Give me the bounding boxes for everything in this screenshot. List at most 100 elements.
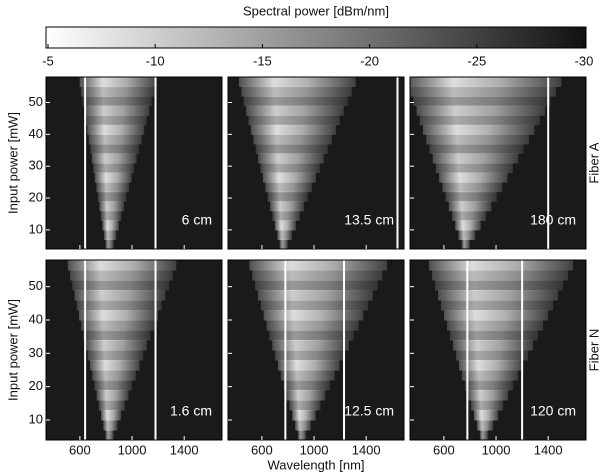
spectrum-band [283, 380, 330, 391]
spectrum-band [249, 260, 388, 271]
spectrum-band [448, 201, 492, 212]
spectrum-band [275, 350, 345, 361]
x-tick-label: 600 [69, 442, 91, 457]
spectrum-band [277, 360, 340, 371]
spectrum-band [295, 420, 311, 431]
spectrum-band [289, 400, 321, 411]
x-tick-label: 1400 [352, 442, 381, 457]
spectrum-band [443, 310, 549, 321]
panel-frame [409, 76, 587, 250]
panel-frame [45, 259, 223, 441]
spectrum-band [286, 390, 326, 401]
panel: 13.5 cm [227, 76, 405, 250]
spectrum-band [258, 153, 324, 164]
row-label: Fiber A [586, 142, 601, 184]
spectrum-band [452, 340, 534, 351]
y-tick-label: 30 [29, 345, 43, 360]
spectrum-band [76, 300, 162, 311]
panel-frame [45, 76, 223, 250]
spectrum-band [241, 86, 352, 97]
spectrum-band [100, 210, 122, 221]
spectrum-texture [79, 77, 157, 249]
spectrum-band [103, 229, 117, 240]
spectrum-band [269, 330, 354, 341]
spectrum-band [88, 134, 142, 145]
spectrum-band [279, 239, 288, 249]
spectrum-band [250, 124, 336, 135]
spectrum-band [473, 410, 499, 421]
spectrum-band [461, 239, 470, 249]
y-tick-label: 40 [29, 311, 43, 326]
spectrum-band [455, 220, 481, 231]
panel: 180 cm [409, 76, 587, 250]
spectrum-band [470, 400, 504, 411]
spectrum-band [458, 360, 524, 371]
x-axis-label: Wavelength [nm] [267, 457, 364, 472]
y-tick-label: 40 [29, 126, 43, 141]
spectrum-band [79, 77, 157, 88]
spectrum-band [84, 105, 150, 116]
spectrum-band [260, 163, 320, 174]
spectrum-band [90, 143, 140, 154]
spectrum-band [246, 105, 344, 116]
spectrum-texture [410, 77, 562, 249]
spectrum-band [413, 96, 551, 107]
spectrum-band [78, 310, 158, 321]
spectrum-band [260, 300, 369, 311]
spectrum-band [72, 280, 170, 291]
x-tick-label: 1000 [300, 442, 329, 457]
spectrum-band [422, 124, 535, 135]
spectrum-band [410, 86, 556, 97]
spectrum-band [82, 96, 152, 107]
spectrum-band [87, 350, 144, 361]
y-tick-label: 20 [29, 378, 43, 393]
spectrum-band [92, 370, 136, 381]
y-tick-label: 10 [29, 411, 43, 426]
colorbar-tick-label: -10 [146, 53, 165, 68]
row-label: Fiber N [586, 329, 601, 372]
spectrum-band [439, 172, 508, 183]
spectrum-band [243, 96, 348, 107]
spectrum-band [248, 115, 340, 126]
panel-frame [227, 76, 405, 250]
spectrum-band [253, 134, 332, 145]
spectrum-band [262, 172, 316, 183]
spectrum-band [96, 182, 129, 193]
y-axis-label: Input power [mW] [5, 299, 20, 401]
x-tick-label: 1000 [118, 442, 147, 457]
spectrum-band [416, 105, 546, 116]
x-tick-label: 600 [433, 442, 455, 457]
panel-label: 180 cm [530, 212, 576, 228]
spectrum-band [81, 320, 155, 331]
x-tick-label: 600 [251, 442, 273, 457]
spectrum-band [432, 270, 568, 281]
spectrum-band [89, 360, 140, 371]
spectrum-band [265, 182, 312, 193]
panel-label: 120 cm [530, 403, 576, 419]
spectrum-band [292, 410, 316, 421]
spectrum-texture [67, 260, 177, 440]
spectrum-band [429, 143, 524, 154]
spectrum-band [267, 191, 308, 202]
spectrum-band [446, 320, 544, 331]
spectrum-band [445, 191, 497, 202]
spectrum-band [419, 115, 540, 126]
spectrum-band [266, 320, 359, 331]
spectrum-band [449, 330, 539, 341]
panel: 120 cm [409, 259, 587, 441]
spectrum-band [93, 163, 135, 174]
spectrum-band [98, 400, 125, 411]
spectrum-band [97, 191, 127, 202]
spectrum-band [297, 430, 307, 440]
spectrum-band [467, 390, 509, 401]
spectrum-band [83, 330, 151, 341]
spectrum-band [257, 290, 373, 301]
colorbar-tick-label: -25 [467, 53, 486, 68]
spectrum-band [101, 410, 122, 421]
spectrum-band [272, 340, 350, 351]
spectrum-band [87, 124, 145, 135]
colorbar-tick-label: -15 [253, 53, 272, 68]
spectrum-band [277, 229, 292, 240]
colorbar-tick-label: -5 [42, 53, 54, 68]
